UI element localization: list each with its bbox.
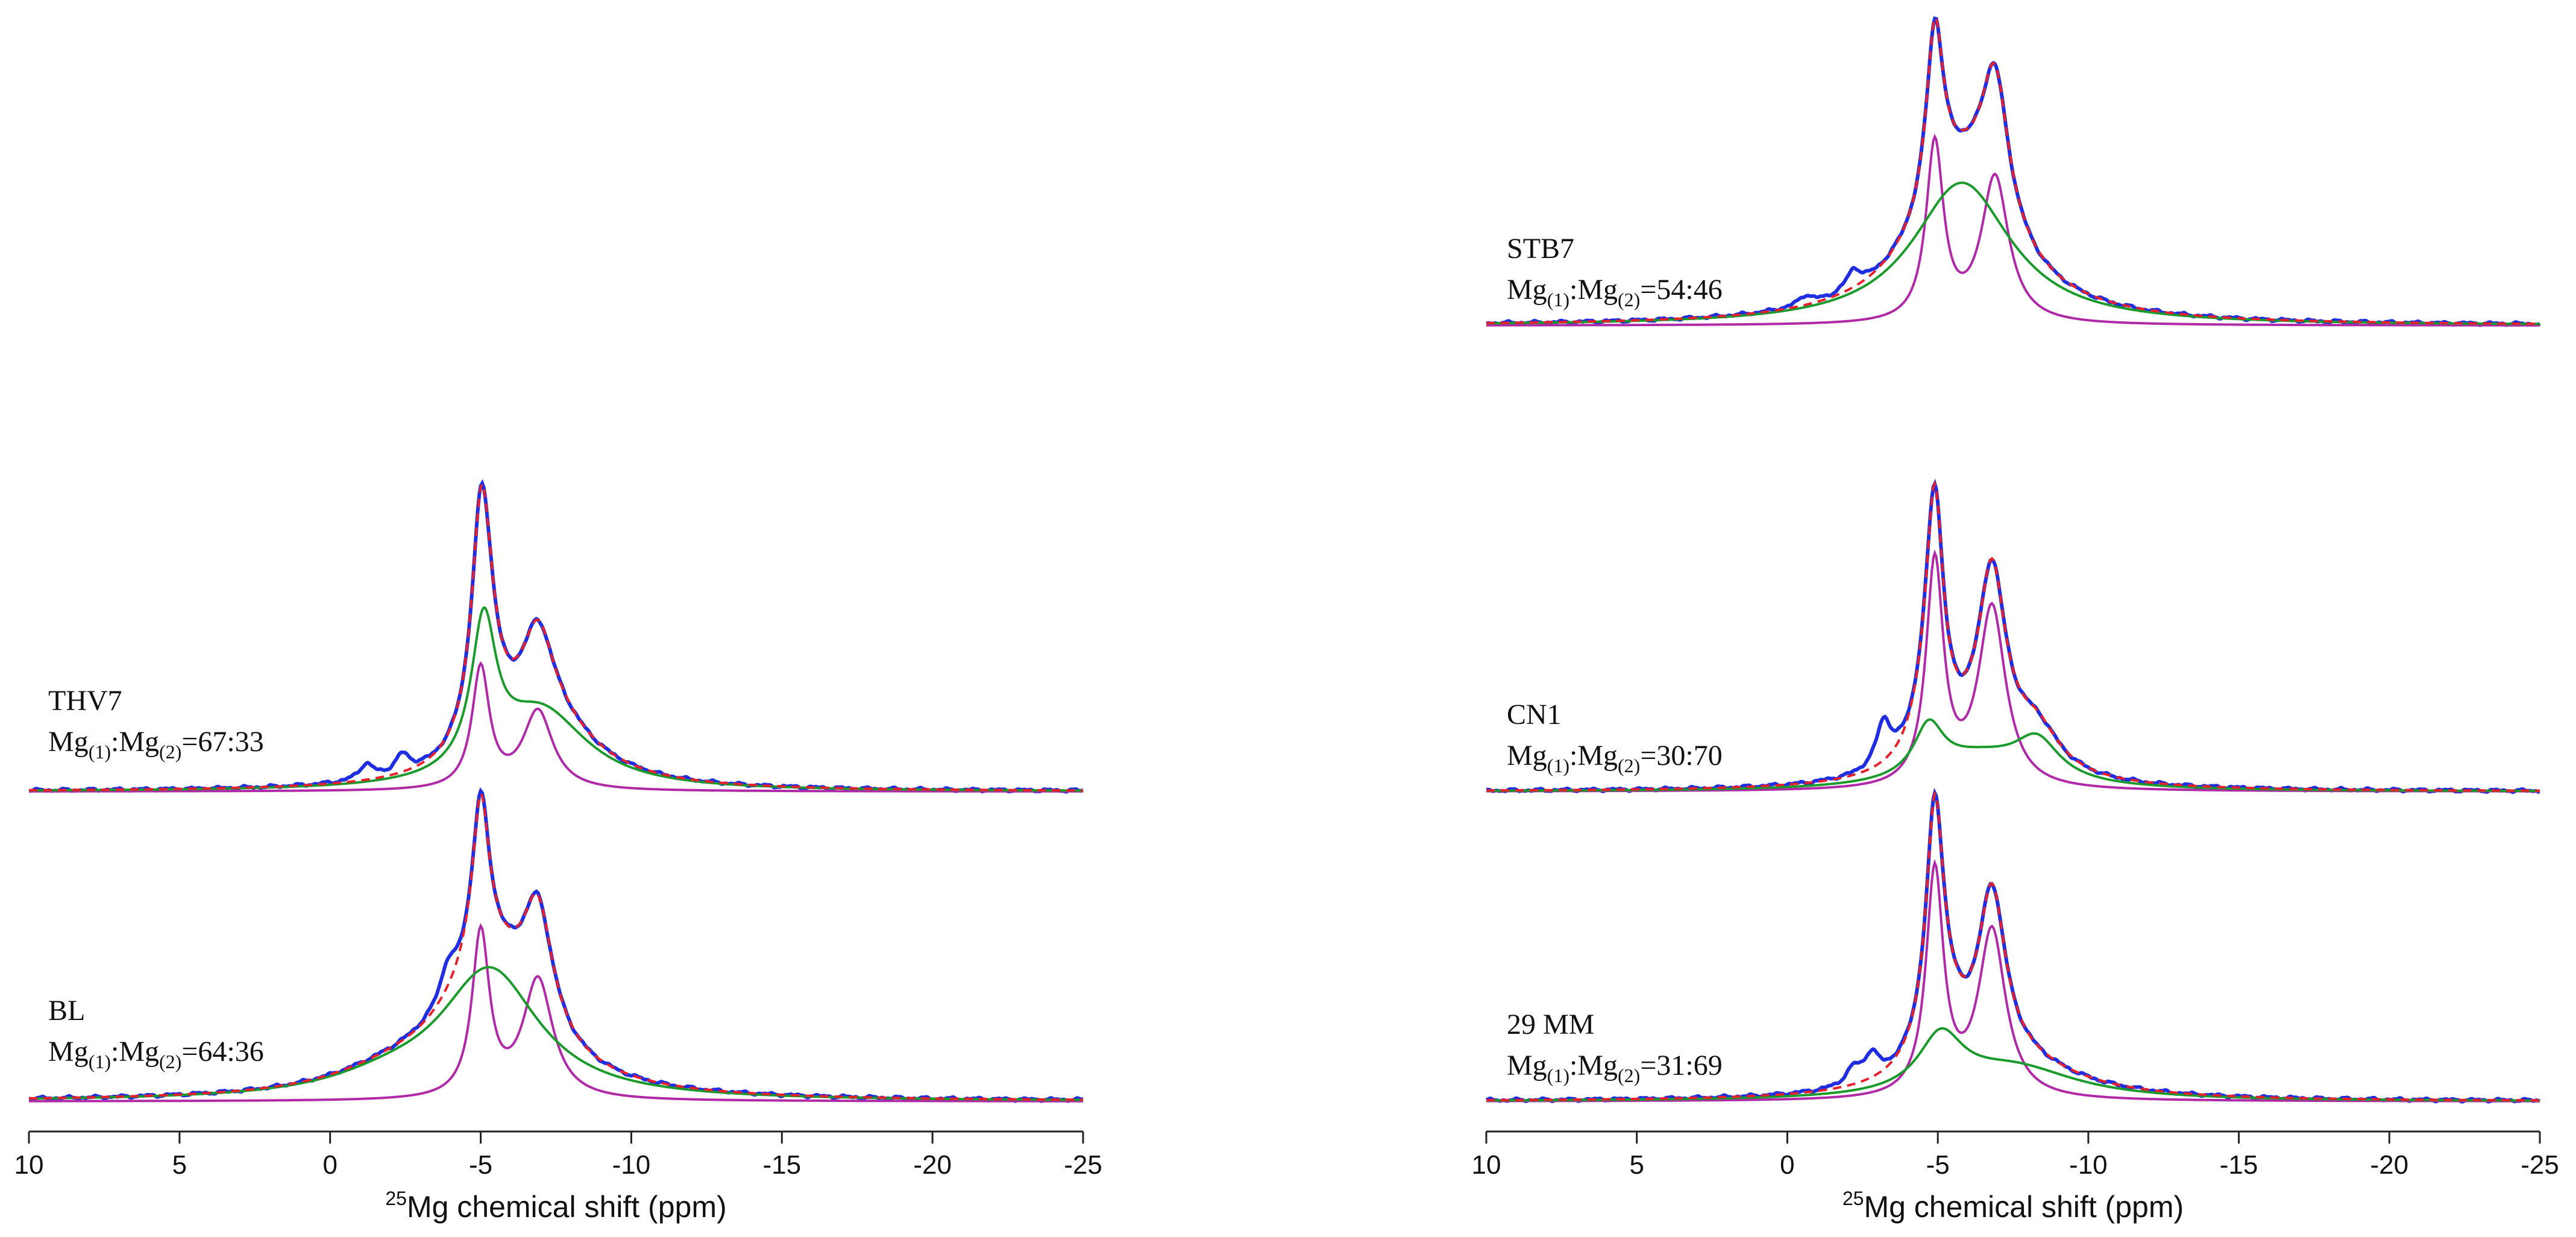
x-tick-label: 5 xyxy=(172,1150,187,1180)
x-axis-label-isotope: 25 xyxy=(385,1188,407,1209)
ratio-label: Mg(1):Mg(2)=64:36 xyxy=(48,1036,264,1072)
site2-line xyxy=(28,966,1083,1101)
ratio-part: Mg xyxy=(1507,740,1547,772)
ratio-part: (1) xyxy=(1547,1065,1569,1086)
ratio-part: =54:46 xyxy=(1640,274,1722,306)
spectrum-29-mm: 29 MM Mg(1):Mg(2)=31:69 xyxy=(1485,787,2541,1104)
ratio-label: Mg(1):Mg(2)=30:70 xyxy=(1507,740,1723,776)
ratio-part: Mg xyxy=(1507,1050,1547,1081)
spectrum-thv7: THV7 Mg(1):Mg(2)=67:33 xyxy=(28,479,1084,794)
x-axis-label: 25Mg chemical shift (ppm) xyxy=(1842,1188,2184,1224)
x-tick-label: -10 xyxy=(612,1150,651,1180)
ratio-label: Mg(1):Mg(2)=31:69 xyxy=(1507,1050,1723,1086)
ratio-part: (2) xyxy=(159,741,181,763)
sample-label: STB7 xyxy=(1507,233,1574,265)
x-axis-label-text: Mg chemical shift (ppm) xyxy=(1864,1190,2184,1224)
site1-line xyxy=(29,923,1083,1103)
x-tick-label: -15 xyxy=(762,1150,801,1180)
sample-label: 29 MM xyxy=(1507,1009,1594,1040)
x-axis-label-isotope: 25 xyxy=(1842,1188,1864,1209)
ratio-part: (2) xyxy=(1618,289,1640,310)
ratio-part: =31:69 xyxy=(1640,1050,1722,1081)
x-tick-label: 10 xyxy=(1472,1150,1501,1180)
ratio-label: Mg(1):Mg(2)=67:33 xyxy=(48,726,264,763)
spectrum-bl: BL Mg(1):Mg(2)=64:36 xyxy=(28,787,1083,1103)
left-panel: 10 5 0 -5 -10 -15 -20 -25 25Mg chemical shift (p… xyxy=(14,479,1102,1224)
ratio-part: :Mg xyxy=(1569,274,1618,306)
ratio-label: Mg(1):Mg(2)=54:46 xyxy=(1507,274,1723,310)
fit-line xyxy=(28,481,1083,792)
ratio-part: =67:33 xyxy=(181,726,263,758)
ratio-part: :Mg xyxy=(1569,1050,1618,1081)
x-tick-label: 5 xyxy=(1629,1150,1644,1180)
ratio-part: (2) xyxy=(159,1051,181,1072)
ratio-part: Mg xyxy=(1507,274,1547,306)
x-tick-label: -25 xyxy=(2521,1150,2559,1180)
fit-line xyxy=(1486,480,2540,792)
x-axis-label-text: Mg chemical shift (ppm) xyxy=(407,1190,727,1224)
ratio-part: (1) xyxy=(89,1051,111,1072)
right-panel: 10 5 0 -5 -10 -15 -20 -25 25Mg chemical shift (p… xyxy=(1472,16,2559,1224)
ratio-part: :Mg xyxy=(111,726,159,758)
ratio-part: =64:36 xyxy=(181,1036,263,1068)
x-tick-label: -25 xyxy=(1064,1150,1102,1180)
site1-line xyxy=(1486,859,2540,1103)
spectrum-cn1: CN1 Mg(1):Mg(2)=30:70 xyxy=(1486,479,2540,795)
x-tick-label: -20 xyxy=(913,1150,952,1180)
ratio-part: (1) xyxy=(1547,755,1569,776)
sample-label: THV7 xyxy=(48,685,122,717)
ratio-part: (2) xyxy=(1618,755,1640,776)
site1-line xyxy=(1486,133,2540,327)
fit-line xyxy=(28,791,1083,1101)
x-tick-label: 10 xyxy=(14,1150,44,1180)
site2-line xyxy=(29,606,1083,792)
ratio-part: Mg xyxy=(48,726,89,758)
ratio-part: (2) xyxy=(1618,1065,1640,1086)
spectrum-stb7: STB7 Mg(1):Mg(2)=54:46 xyxy=(1486,16,2541,327)
ratio-part: (1) xyxy=(89,741,111,763)
ratio-part: Mg xyxy=(48,1036,89,1068)
x-tick-label: -10 xyxy=(2069,1150,2108,1180)
ratio-part: :Mg xyxy=(111,1036,159,1068)
x-tick-label: 0 xyxy=(322,1150,337,1180)
ratio-part: :Mg xyxy=(1569,740,1618,772)
x-tick-label: -5 xyxy=(469,1150,492,1180)
x-tick-label: -15 xyxy=(2220,1150,2258,1180)
fit-line xyxy=(1486,790,2540,1102)
x-tick-label: -5 xyxy=(1926,1150,1950,1180)
x-tick-label: -20 xyxy=(2370,1150,2408,1180)
ratio-part: =30:70 xyxy=(1640,740,1722,772)
x-tick-label: 0 xyxy=(1780,1150,1794,1180)
x-axis-label: 25Mg chemical shift (ppm) xyxy=(385,1188,726,1224)
sample-label: BL xyxy=(48,995,85,1027)
fit-line xyxy=(1486,16,2540,326)
ratio-part: (1) xyxy=(1547,289,1569,310)
sample-label: CN1 xyxy=(1507,699,1562,731)
site1-line xyxy=(29,661,1083,793)
